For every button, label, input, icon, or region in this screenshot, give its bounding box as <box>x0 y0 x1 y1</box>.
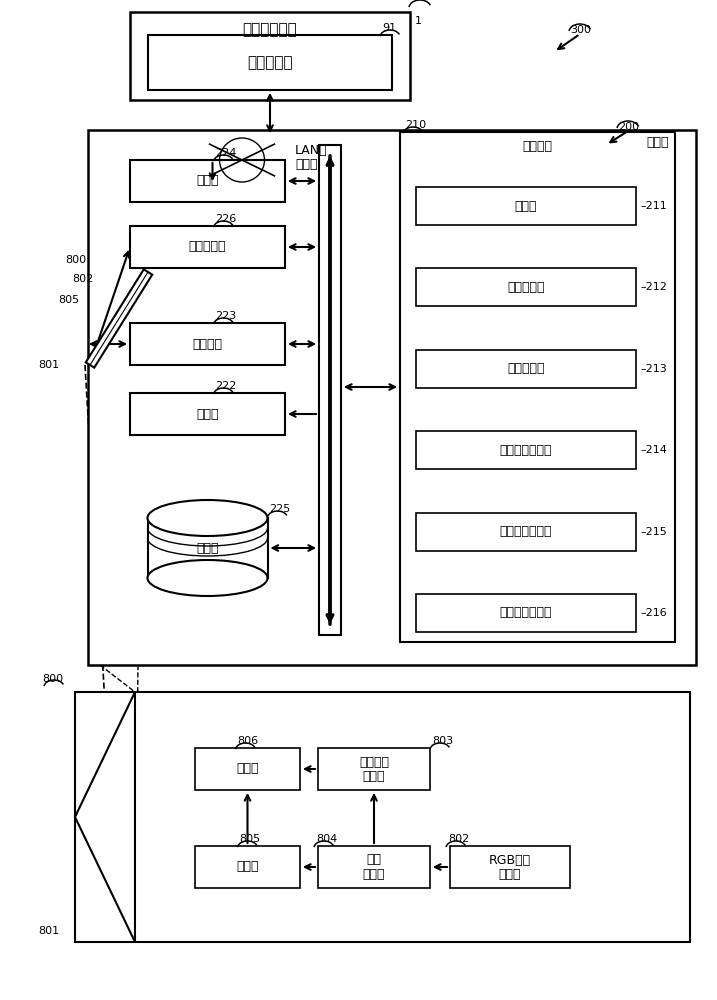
Text: 触摸面板: 触摸面板 <box>192 338 222 351</box>
FancyBboxPatch shape <box>130 393 285 435</box>
FancyBboxPatch shape <box>195 748 300 790</box>
FancyBboxPatch shape <box>75 692 690 942</box>
FancyBboxPatch shape <box>130 226 285 268</box>
Text: –212: –212 <box>640 282 667 292</box>
Text: 801: 801 <box>38 360 59 370</box>
Text: 传感器: 传感器 <box>499 867 521 880</box>
Text: 802: 802 <box>72 274 93 284</box>
Text: 805: 805 <box>58 295 79 305</box>
Text: –213: –213 <box>640 364 667 374</box>
Text: –214: –214 <box>640 445 667 455</box>
Polygon shape <box>75 692 135 942</box>
Text: 225: 225 <box>270 504 291 514</box>
Text: 显示部: 显示部 <box>196 408 219 420</box>
FancyBboxPatch shape <box>450 846 570 888</box>
FancyBboxPatch shape <box>318 846 430 888</box>
Text: 通信控制部: 通信控制部 <box>507 281 545 294</box>
Text: 图像获取部: 图像获取部 <box>507 362 545 375</box>
FancyBboxPatch shape <box>195 846 300 888</box>
Text: 226: 226 <box>216 214 237 224</box>
Text: 控制部: 控制部 <box>515 200 537 213</box>
Text: –216: –216 <box>640 608 667 618</box>
FancyBboxPatch shape <box>416 268 636 306</box>
Text: 颜色数据: 颜色数据 <box>359 756 389 768</box>
FancyBboxPatch shape <box>416 594 636 632</box>
FancyBboxPatch shape <box>130 160 285 202</box>
FancyBboxPatch shape <box>318 748 430 790</box>
Text: 1: 1 <box>415 16 422 26</box>
Text: 210: 210 <box>405 120 426 130</box>
Polygon shape <box>86 269 152 368</box>
Text: 显示部: 显示部 <box>236 860 259 874</box>
FancyBboxPatch shape <box>416 431 636 469</box>
Text: –211: –211 <box>640 201 667 211</box>
Text: RGB色彩: RGB色彩 <box>489 854 531 866</box>
FancyBboxPatch shape <box>416 350 636 388</box>
Text: 网络接口部: 网络接口部 <box>247 55 293 70</box>
Text: 颜色信息获取部: 颜色信息获取部 <box>500 444 552 457</box>
Text: 224: 224 <box>216 148 237 158</box>
FancyBboxPatch shape <box>416 513 636 551</box>
Text: 804: 804 <box>316 834 337 844</box>
Text: 91: 91 <box>382 23 396 33</box>
Text: 图形形成装置: 图形形成装置 <box>242 22 298 37</box>
Text: 805: 805 <box>239 834 260 844</box>
FancyBboxPatch shape <box>319 145 341 635</box>
Text: 800: 800 <box>65 255 86 265</box>
Text: LAN或: LAN或 <box>295 143 328 156</box>
FancyBboxPatch shape <box>130 323 285 365</box>
Text: 802: 802 <box>448 834 469 844</box>
FancyBboxPatch shape <box>148 518 267 578</box>
Ellipse shape <box>148 500 267 536</box>
Ellipse shape <box>197 138 287 182</box>
Ellipse shape <box>148 560 267 596</box>
Text: 通信部: 通信部 <box>196 174 219 188</box>
Text: 800: 800 <box>42 674 63 684</box>
Text: 222: 222 <box>216 381 237 391</box>
Text: 200: 200 <box>618 122 639 132</box>
Text: 颜色
判断部: 颜色 判断部 <box>363 853 385 881</box>
FancyBboxPatch shape <box>416 187 636 225</box>
Text: 书写图像描绘部: 书写图像描绘部 <box>500 525 552 538</box>
Text: 801: 801 <box>38 926 59 936</box>
Text: 803: 803 <box>432 736 453 746</box>
Text: 无线通信部: 无线通信部 <box>189 240 227 253</box>
Text: 806: 806 <box>237 736 259 746</box>
Text: 通信部: 通信部 <box>236 762 259 776</box>
FancyBboxPatch shape <box>130 12 410 100</box>
Text: 223: 223 <box>216 311 237 321</box>
Text: 计算机: 计算机 <box>647 135 669 148</box>
FancyBboxPatch shape <box>148 35 392 90</box>
Text: 存储部: 存储部 <box>363 770 385 782</box>
Text: 300: 300 <box>570 25 591 35</box>
FancyBboxPatch shape <box>88 130 696 665</box>
Text: 互联网: 互联网 <box>295 158 318 172</box>
Text: 书写信息生成部: 书写信息生成部 <box>500 606 552 619</box>
Text: 存储部: 存储部 <box>196 542 219 554</box>
FancyBboxPatch shape <box>400 132 675 642</box>
Text: –215: –215 <box>640 527 667 537</box>
Text: 控制单元: 控制单元 <box>523 140 553 153</box>
